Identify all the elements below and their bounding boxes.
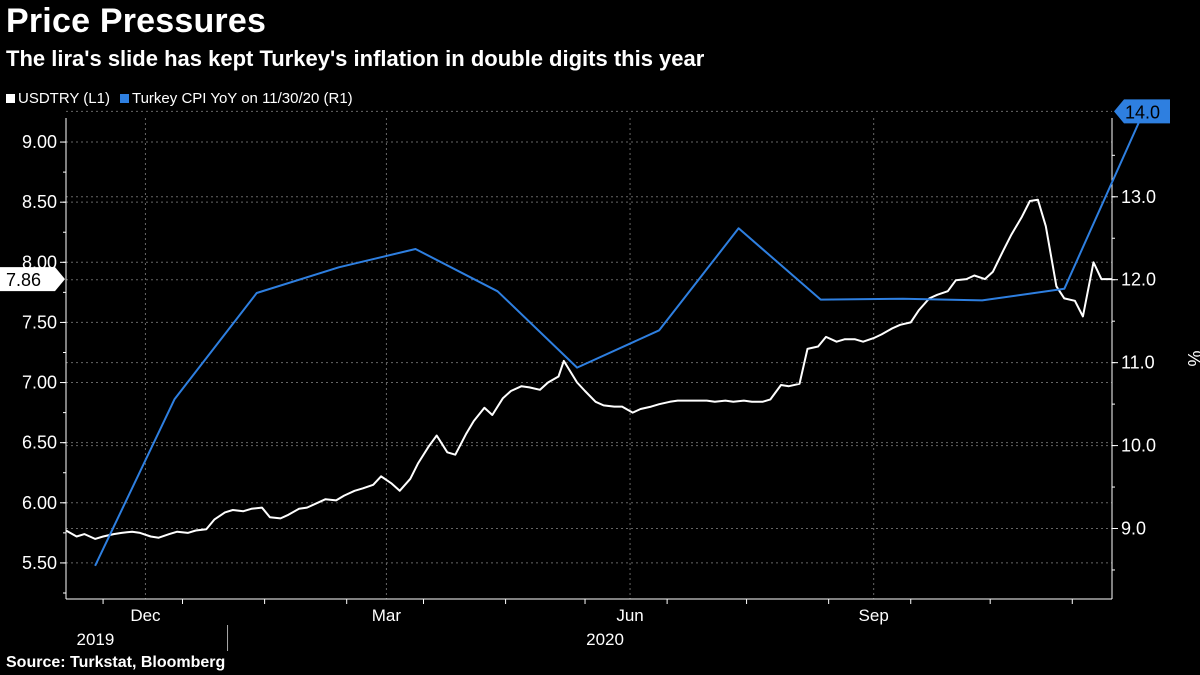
y-right-tick-label: 10.0 xyxy=(1121,436,1156,456)
y-left-tick-label: 9.00 xyxy=(22,132,57,152)
chart-title: Price Pressures xyxy=(6,2,267,40)
x-tick-label: Dec xyxy=(130,606,161,625)
cpi-last-value-label: 14.0 xyxy=(1125,102,1160,122)
y-right-tick-label: 11.0 xyxy=(1121,353,1155,373)
y-left-tick-label: 8.50 xyxy=(22,192,57,212)
legend-swatch-usdtry xyxy=(6,94,15,103)
usdtry-last-value-label: 7.86 xyxy=(6,270,41,290)
legend: USDTRY (L1) Turkey CPI YoY on 11/30/20 (… xyxy=(6,90,363,107)
legend-swatch-cpi xyxy=(119,94,129,103)
y-right-axis-label: % xyxy=(1184,350,1200,366)
cpi-series-line xyxy=(94,110,1145,567)
y-left-tick-label: 5.50 xyxy=(22,553,57,573)
usdtry-last-value-flag xyxy=(0,267,65,292)
legend-item-cpi: Turkey CPI YoY on 11/30/20 (R1) xyxy=(119,90,353,107)
y-right-tick-label: 12.0 xyxy=(1121,270,1156,290)
source-note: Source: Turkstat, Bloomberg xyxy=(6,654,226,671)
x-tick-label: Mar xyxy=(372,606,402,625)
legend-item-usdtry: USDTRY (L1) xyxy=(6,90,110,107)
legend-label-usdtry: USDTRY (L1) xyxy=(18,90,110,107)
x-year-label: 2020 xyxy=(586,630,624,649)
usdtry-series-line xyxy=(65,198,1112,540)
y-left-tick-label: 6.00 xyxy=(22,493,57,513)
cpi-last-value-flag xyxy=(1114,99,1170,124)
legend-label-cpi: Turkey CPI YoY on 11/30/20 (R1) xyxy=(131,90,353,107)
y-left-tick-label: 7.50 xyxy=(22,312,57,332)
y-right-tick-label: 9.0 xyxy=(1121,519,1146,539)
x-year-label: 2019 xyxy=(77,630,115,649)
chart-subtitle: The lira's slide has kept Turkey's infla… xyxy=(6,46,705,71)
y-left-tick-label: 6.50 xyxy=(22,433,57,453)
y-left-tick-label: 7.00 xyxy=(22,373,57,393)
y-right-tick-label: 13.0 xyxy=(1121,187,1156,207)
x-tick-label: Jun xyxy=(616,606,643,625)
x-tick-label: Sep xyxy=(859,606,889,625)
